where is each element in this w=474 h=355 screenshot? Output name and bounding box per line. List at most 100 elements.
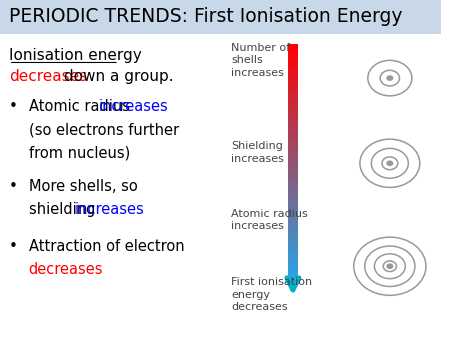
Bar — [288, 142, 298, 144]
Bar — [288, 52, 298, 54]
Text: Atomic radius: Atomic radius — [28, 99, 134, 114]
Bar — [288, 70, 298, 72]
Bar — [288, 241, 298, 244]
Bar — [288, 136, 298, 138]
Bar — [288, 177, 298, 179]
Text: shielding: shielding — [28, 202, 100, 217]
Circle shape — [386, 160, 393, 166]
Bar — [288, 232, 298, 234]
Bar — [288, 162, 298, 163]
Bar — [288, 46, 298, 48]
Text: •: • — [9, 239, 18, 254]
Bar — [288, 251, 298, 253]
Bar — [288, 195, 298, 197]
Bar — [288, 152, 298, 154]
Bar — [288, 202, 298, 204]
Bar — [288, 89, 298, 91]
Bar — [288, 76, 298, 77]
Text: Attraction of electron: Attraction of electron — [28, 239, 184, 254]
Bar — [288, 273, 298, 275]
Bar — [288, 58, 298, 60]
Bar — [288, 226, 298, 228]
Bar — [288, 259, 298, 261]
Text: Number of
shells
increases: Number of shells increases — [231, 43, 291, 78]
Bar — [288, 122, 298, 125]
Bar — [288, 74, 298, 76]
Bar — [288, 271, 298, 273]
Bar — [288, 56, 298, 58]
Bar — [288, 255, 298, 257]
Bar — [288, 193, 298, 195]
Text: increases: increases — [75, 202, 145, 217]
Bar — [288, 187, 298, 189]
Bar — [288, 238, 298, 240]
Bar — [288, 80, 298, 82]
Bar — [288, 169, 298, 171]
Bar — [288, 165, 298, 168]
Text: •: • — [9, 179, 18, 194]
Bar — [288, 148, 298, 150]
Text: Ionisation energy: Ionisation energy — [9, 48, 142, 62]
Bar — [288, 130, 298, 132]
Bar — [288, 224, 298, 226]
Bar — [288, 91, 298, 93]
Bar — [288, 99, 298, 101]
Text: First ionisation
energy
decreases: First ionisation energy decreases — [231, 277, 312, 312]
Bar — [288, 44, 298, 46]
Bar — [288, 253, 298, 255]
Bar — [288, 150, 298, 152]
Bar — [288, 171, 298, 173]
Bar — [288, 168, 298, 169]
Bar — [288, 129, 298, 130]
Bar — [288, 263, 298, 265]
Bar — [288, 173, 298, 175]
Bar — [288, 181, 298, 183]
Bar — [288, 246, 298, 247]
Bar — [288, 247, 298, 249]
Text: PERIODIC TRENDS: First Ionisation Energy: PERIODIC TRENDS: First Ionisation Energy — [9, 7, 402, 26]
Text: down a group.: down a group. — [59, 69, 174, 84]
Bar — [288, 101, 298, 103]
Bar — [288, 103, 298, 105]
Bar — [288, 154, 298, 156]
Bar — [288, 277, 298, 279]
Bar — [288, 212, 298, 214]
Bar — [288, 267, 298, 269]
Bar — [288, 87, 298, 89]
Bar — [288, 138, 298, 140]
Bar — [288, 66, 298, 68]
Bar — [288, 269, 298, 271]
Bar — [288, 107, 298, 109]
Bar — [288, 54, 298, 56]
Text: •: • — [9, 99, 18, 114]
Bar — [288, 275, 298, 277]
Circle shape — [386, 75, 393, 81]
Bar — [288, 236, 298, 238]
Bar — [288, 201, 298, 202]
Bar — [288, 257, 298, 259]
Bar — [288, 119, 298, 121]
Bar — [288, 230, 298, 232]
Bar — [288, 144, 298, 146]
Bar — [288, 85, 298, 87]
Text: from nucleus): from nucleus) — [28, 145, 130, 160]
Bar — [288, 216, 298, 218]
Bar — [288, 197, 298, 199]
Text: More shells, so: More shells, so — [28, 179, 137, 194]
Bar — [288, 183, 298, 185]
Bar — [288, 121, 298, 122]
Bar — [288, 222, 298, 224]
Bar — [288, 140, 298, 142]
Text: decreases: decreases — [9, 69, 87, 84]
Bar — [288, 198, 298, 201]
Bar — [288, 72, 298, 74]
Bar — [288, 207, 298, 208]
Bar — [288, 179, 298, 181]
Bar — [288, 204, 298, 207]
Bar — [288, 234, 298, 236]
FancyBboxPatch shape — [0, 0, 440, 34]
Text: decreases: decreases — [28, 262, 103, 277]
Bar — [288, 228, 298, 230]
Bar — [288, 218, 298, 220]
Bar — [288, 160, 298, 162]
